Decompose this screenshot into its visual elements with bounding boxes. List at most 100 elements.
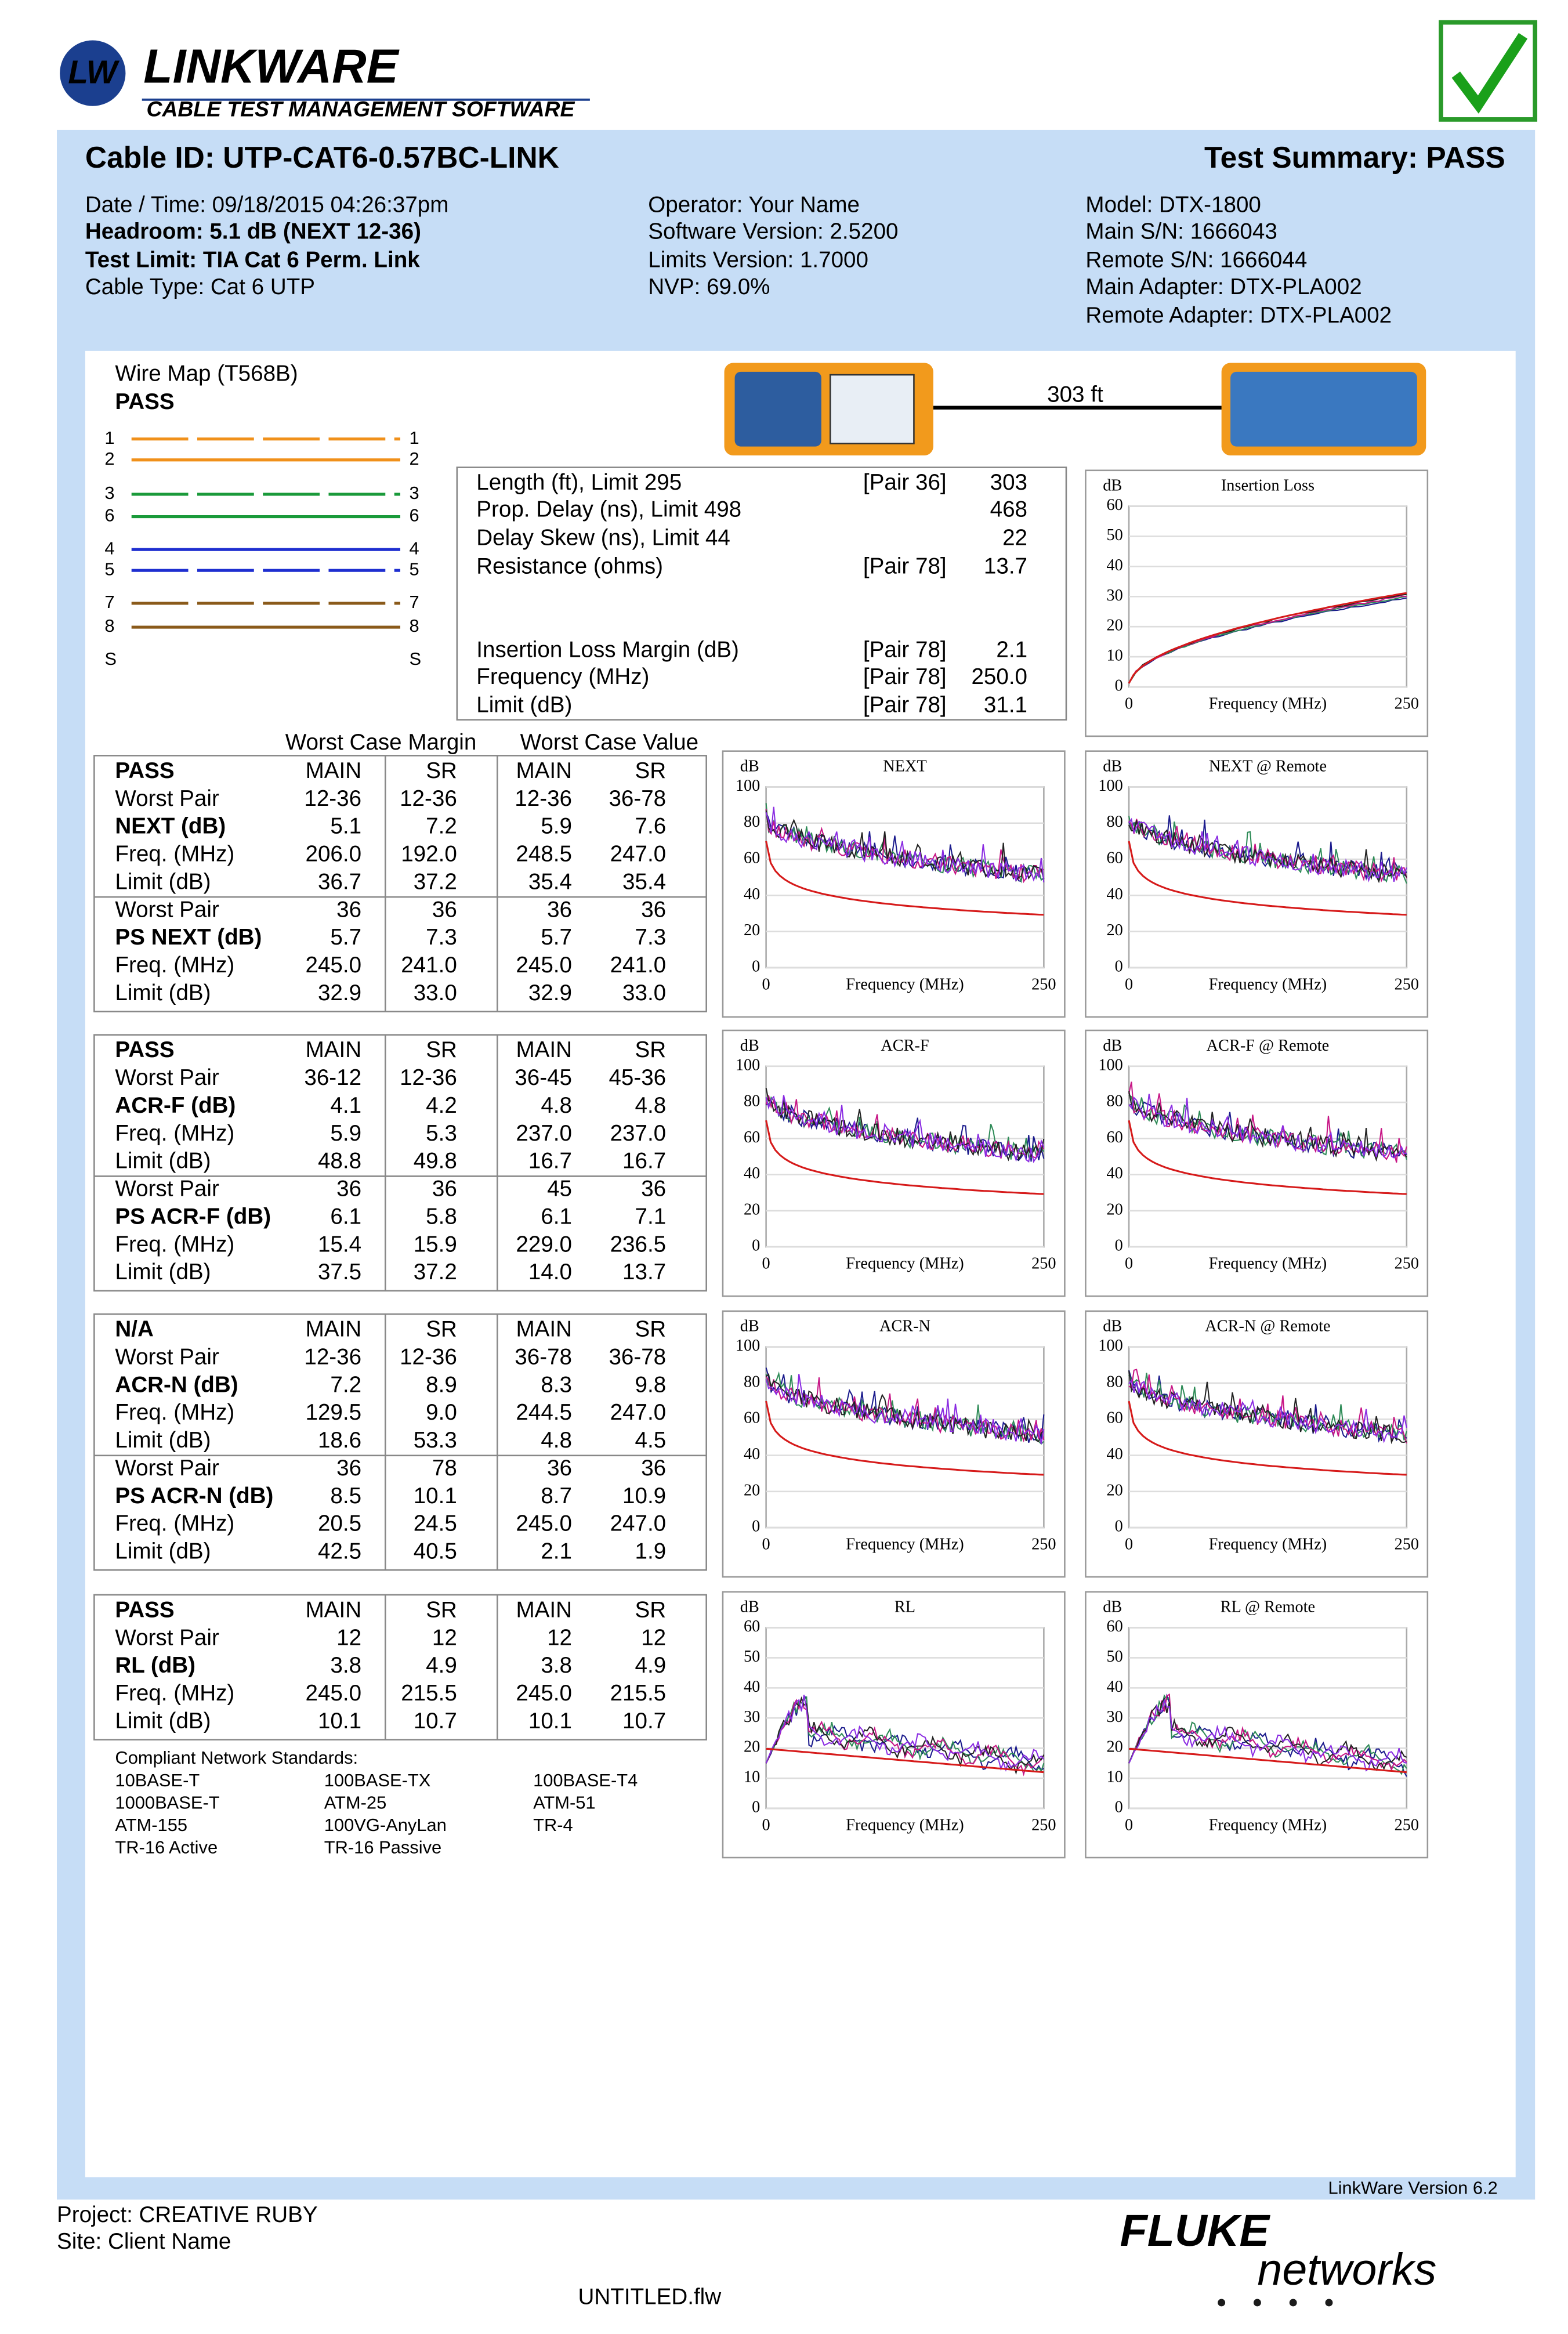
result-cell: 37.2 [414,1260,457,1284]
x-tick-label: 250 [1031,975,1056,993]
info-middle: Operator: Your Name [648,192,860,217]
result-cell: 12-36 [400,1344,457,1369]
result-cell: 247.0 [610,1400,667,1425]
result-cell: 7.1 [635,1204,667,1229]
logo-rule [142,98,590,101]
info-right: Model: DTX-1800 [1085,192,1261,217]
file-name: UNTITLED.flw [578,2284,722,2309]
result-label: Worst Pair [115,786,219,811]
fluke-logo: FLUKE [1120,2206,1271,2256]
result-cell: SR [426,1317,457,1342]
length-value: 303 [990,470,1027,495]
y-tick-label: 30 [1106,1708,1122,1726]
result-cell: MAIN [516,1037,572,1062]
result-cell: 36 [641,1456,666,1481]
result-cell: 215.5 [401,1681,457,1706]
main-device-screen [830,374,915,444]
y-tick-label: 0 [752,1237,760,1255]
project: Project: CREATIVE RUBY [57,2202,318,2227]
result-cell: 8.7 [541,1483,572,1508]
result-label: Worst Pair [115,1065,219,1090]
trace [1128,1378,1407,1443]
chart-unit: dB [740,1318,759,1336]
y-tick-label: 40 [1106,1678,1122,1696]
y-tick-label: 20 [744,1481,760,1499]
y-tick-label: 60 [1106,1617,1122,1635]
y-tick-label: 0 [752,1518,760,1536]
x-tick-label: 250 [1395,1816,1419,1834]
y-tick-label: 60 [744,1617,760,1635]
result-cell: 12-36 [400,786,457,811]
result-label: PS NEXT (dB) [115,925,262,950]
result-cell: MAIN [516,1597,572,1622]
result-cell: 12 [547,1625,572,1650]
result-label: PASS [115,1597,174,1622]
result-cell: SR [426,1037,457,1062]
y-tick-label: 60 [1106,1409,1122,1427]
y-tick-label: 20 [1106,921,1122,939]
result-label: Limit (dB) [115,1149,211,1174]
result-cell: MAIN [306,758,361,783]
length-value: 468 [990,497,1027,522]
pin-label-left: 5 [104,559,114,579]
y-tick-label: 40 [744,1678,760,1696]
result-cell: 129.5 [305,1400,361,1425]
y-tick-label: 40 [1106,885,1122,903]
result-cell: 45-36 [609,1065,666,1090]
result-label: Freq. (MHz) [115,1400,234,1425]
chart-unit: dB [1103,757,1122,775]
chart-frame [722,1310,1066,1578]
result-cell: 5.7 [541,925,572,950]
result-cell: 35.4 [528,869,572,894]
pin-label-right: 1 [409,428,419,448]
length-pair: [Pair 78] [863,637,947,662]
result-cell: 10.1 [318,1709,361,1734]
x-tick-label: 0 [1125,1255,1133,1273]
x-tick-label: 0 [1125,694,1133,712]
result-cell: SR [635,1037,667,1062]
x-axis-label: Frequency (MHz) [1209,1816,1327,1834]
x-tick-label: 0 [762,1816,770,1834]
result-cell: 245.0 [305,953,361,978]
test-summary: Test Summary: PASS [1204,140,1505,174]
result-label: Limit (dB) [115,980,211,1005]
result-cell: 4.8 [541,1428,572,1453]
result-box [93,755,707,1012]
result-cell: 4.9 [426,1653,457,1678]
chart-title: ACR-F @ Remote [1207,1037,1330,1055]
result-cell: 36-78 [515,1344,572,1369]
result-label: PASS [115,758,174,783]
result-cell: 32.9 [318,980,361,1005]
result-cell: 42.5 [318,1539,361,1564]
result-cell: 36 [336,1177,361,1202]
x-axis-label: Frequency (MHz) [1209,1535,1327,1553]
y-tick-label: 100 [1098,1056,1122,1074]
result-cell: SR [426,1597,457,1622]
limit-curve [1128,1747,1407,1774]
length-label: Frequency (MHz) [476,664,649,689]
info-left: Cable Type: Cat 6 UTP [85,274,315,299]
y-tick-label: 100 [1098,1337,1122,1355]
length-pair: [Pair 78] [863,553,947,578]
y-tick-label: 100 [1098,777,1122,795]
trace [1128,1369,1407,1443]
y-tick-label: 80 [744,1092,760,1110]
result-label: Freq. (MHz) [115,1232,234,1257]
pin-label-left: 1 [104,428,114,448]
chart-title: ACR-F [881,1037,929,1055]
y-tick-label: 10 [744,1768,760,1786]
wire-map-status: PASS [115,389,174,414]
result-label: Worst Pair [115,1344,219,1369]
result-cell: 36 [336,1456,361,1481]
result-cell: 244.5 [516,1400,572,1425]
info-right: Remote Adapter: DTX-PLA002 [1085,303,1392,328]
result-cell: 245.0 [305,1681,361,1706]
y-tick-label: 100 [736,1056,760,1074]
result-cell: SR [635,1317,667,1342]
x-axis-label: Frequency (MHz) [1209,975,1327,993]
result-cell: MAIN [516,1317,572,1342]
result-label: Limit (dB) [115,1260,211,1284]
result-cell: 78 [432,1456,457,1481]
result-cell: 8.9 [426,1372,457,1397]
result-cell: 36 [336,897,361,922]
